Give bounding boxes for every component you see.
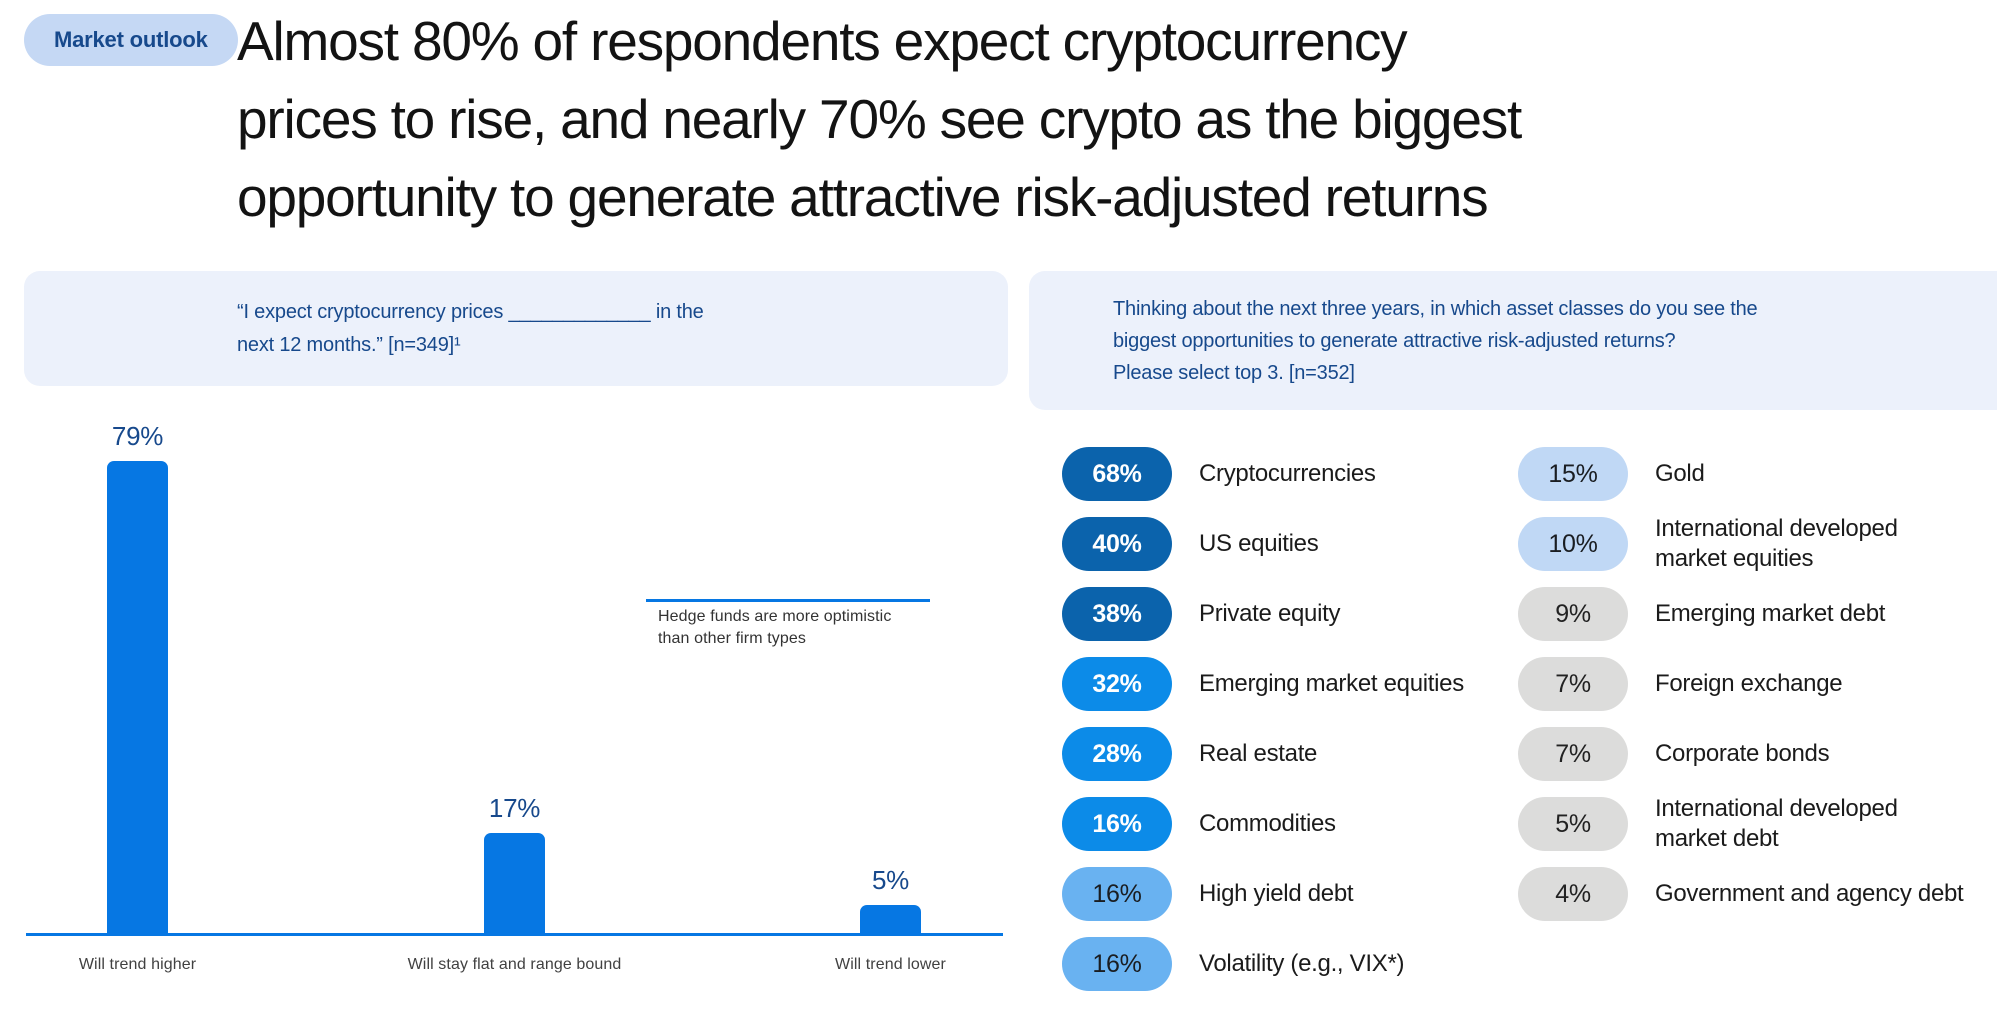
asset-value-pill: 5% [1518,797,1628,851]
asset-label: Corporate bonds [1655,740,1830,767]
asset-value-pill: 9% [1518,587,1628,641]
asset-label: Foreign exchange [1655,670,1843,697]
left-question-text: “I expect cryptocurrency prices ________… [237,300,704,356]
asset-row-1-5: 5% International developed market debt [1518,795,1898,852]
asset-row-1-2: 9% Emerging market debt [1518,587,1885,641]
asset-row-1-6: 4% Government and agency debt [1518,867,1964,921]
asset-value-pill: 32% [1062,657,1172,711]
right-question-box: Thinking about the next three years, in … [1029,271,1997,410]
asset-label: Cryptocurrencies [1199,460,1376,487]
bar-value-0: 79% [111,421,164,451]
asset-label: International developed market debt [1655,795,1898,852]
bar-category-2: Will trend lower [835,956,946,973]
bar-1 [484,833,545,935]
asset-value-pill: 4% [1518,867,1628,921]
asset-row-0-2: 38% Private equity [1062,587,1341,641]
asset-label: Emerging market equities [1199,670,1464,697]
asset-row-0-7: 16% Volatility (e.g., VIX*) [1062,937,1404,991]
asset-value-pill: 16% [1062,937,1172,991]
section-badge: Market outlook [24,14,238,66]
bar-value-1: 17% [488,793,541,823]
asset-label: High yield debt [1199,880,1354,907]
asset-value-pill: 16% [1062,867,1172,921]
asset-row-0-0: 68% Cryptocurrencies [1062,447,1376,501]
asset-value-pill: 7% [1518,727,1628,781]
asset-label: Gold [1655,460,1705,487]
right-question-text: Thinking about the next three years, in … [1113,297,1758,384]
asset-row-1-1: 10% International developed market equiti… [1518,515,1898,572]
asset-value-pill: 15% [1518,447,1628,501]
asset-label: Commodities [1199,810,1336,837]
asset-row-0-5: 16% Commodities [1062,797,1336,851]
asset-value-pill: 68% [1062,447,1172,501]
asset-row-0-1: 40% US equities [1062,517,1319,571]
asset-label: US equities [1199,530,1319,557]
bar-0 [107,461,168,935]
asset-label: Government and agency debt [1655,880,1964,907]
asset-value-pill: 7% [1518,657,1628,711]
asset-value-pill: 16% [1062,797,1172,851]
bar-category-0: Will trend higher [78,956,197,973]
asset-row-1-4: 7% Corporate bonds [1518,727,1830,781]
asset-label: Real estate [1199,740,1318,767]
asset-row-1-3: 7% Foreign exchange [1518,657,1843,711]
asset-row-1-0: 15% Gold [1518,447,1705,501]
left-question-box: “I expect cryptocurrency prices ________… [24,271,1008,386]
asset-value-pill: 28% [1062,727,1172,781]
asset-value-pill: 40% [1062,517,1172,571]
asset-label: Emerging market debt [1655,600,1886,627]
asset-label: International developed market equities [1655,515,1898,572]
x-axis-line [26,933,1003,936]
annotation-text: Hedge funds are more optimistic than oth… [658,608,892,647]
asset-label: Volatility (e.g., VIX*) [1199,950,1405,977]
asset-row-0-4: 28% Real estate [1062,727,1317,781]
annotation-line [646,599,930,602]
bar-value-2: 5% [872,865,909,895]
asset-row-0-6: 16% High yield debt [1062,867,1354,921]
asset-value-pill: 10% [1518,517,1628,571]
page-title: Almost 80% of respondents expect cryptoc… [237,10,1522,228]
asset-row-0-3: 32% Emerging market equities [1062,657,1464,711]
asset-value-pill: 38% [1062,587,1172,641]
bar-2 [860,905,921,935]
asset-label: Private equity [1199,600,1341,627]
bar-category-1: Will stay flat and range bound [407,956,622,973]
